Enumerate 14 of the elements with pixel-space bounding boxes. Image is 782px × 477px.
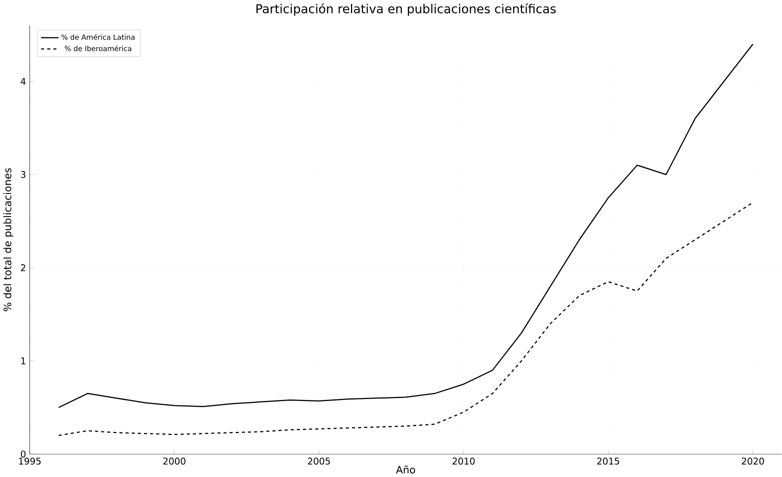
y-axis-title: % del total de publicaciones bbox=[3, 168, 14, 312]
x-tick-label: 2005 bbox=[308, 458, 330, 465]
y-tick-label: 3 bbox=[20, 171, 26, 178]
x-tick-label: 2020 bbox=[742, 458, 764, 465]
x-tick-label: 2015 bbox=[597, 458, 620, 465]
y-tick-label: 2 bbox=[20, 264, 26, 272]
y-tick-label: 1 bbox=[21, 358, 26, 364]
x-axis-title: Año bbox=[396, 465, 416, 474]
x-tick-label: 1995 bbox=[19, 458, 41, 465]
y-tick-label: 0 bbox=[20, 450, 26, 458]
x-tick-label: 2000 bbox=[163, 458, 186, 465]
y-tick-label: 4 bbox=[20, 78, 26, 85]
chart-title: Participación relativa en publicaciones científicas bbox=[256, 3, 556, 16]
x-tick-label: 2010 bbox=[452, 458, 475, 465]
